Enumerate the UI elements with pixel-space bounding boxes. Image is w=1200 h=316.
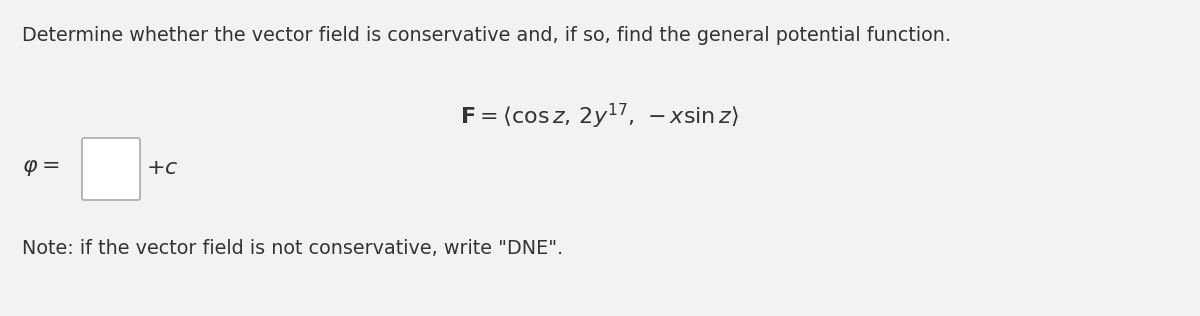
Text: $\varphi =$: $\varphi =$ (22, 158, 59, 178)
Text: $+c$: $+c$ (146, 158, 179, 178)
Text: Note: if the vector field is not conservative, write "DNE".: Note: if the vector field is not conserv… (22, 239, 563, 258)
Text: $\mathbf{F} = \langle \cos z,\, 2y^{17},\, -x\sin z \rangle$: $\mathbf{F} = \langle \cos z,\, 2y^{17},… (461, 101, 739, 131)
Text: Determine whether the vector field is conservative and, if so, find the general : Determine whether the vector field is co… (22, 26, 952, 45)
FancyBboxPatch shape (82, 138, 140, 200)
